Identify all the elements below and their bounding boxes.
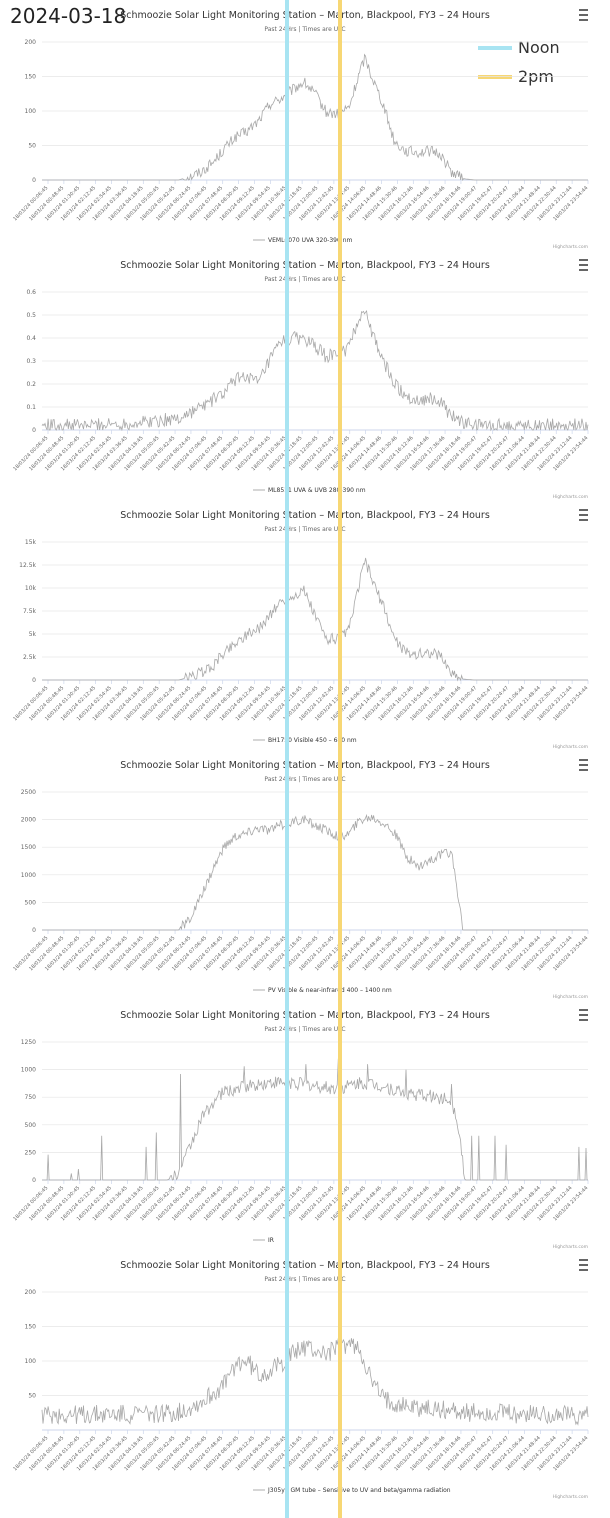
chart-svg: Schmoozie Solar Light Monitoring Station… <box>12 260 589 500</box>
y-tick-label: 150 <box>25 1324 37 1331</box>
y-tick-label: 750 <box>25 1094 37 1101</box>
y-tick-label: 0 <box>32 177 36 184</box>
chart-title: Schmoozie Solar Light Monitoring Station… <box>120 10 490 21</box>
chart-1: Schmoozie Solar Light Monitoring Station… <box>0 0 610 250</box>
series-line <box>42 1058 588 1181</box>
y-tick-label: 1000 <box>21 1067 36 1074</box>
y-tick-label: 200 <box>25 39 37 46</box>
y-tick-label: 500 <box>25 1122 37 1129</box>
series-legend-label: ML8511 UVA & UVB 280-390 nm <box>268 487 366 494</box>
noon-marker-line <box>285 0 289 1518</box>
y-tick-label: 50 <box>28 1393 36 1400</box>
y-tick-label: 0 <box>32 927 36 934</box>
y-tick-label: 150 <box>25 74 37 81</box>
y-tick-label: 0 <box>32 1177 36 1184</box>
y-tick-label: 12.5k <box>19 562 36 569</box>
y-tick-label: 200 <box>25 1289 37 1296</box>
chart-3: Schmoozie Solar Light Monitoring Station… <box>0 500 610 750</box>
chart-6: Schmoozie Solar Light Monitoring Station… <box>0 1250 610 1500</box>
chart-svg: Schmoozie Solar Light Monitoring Station… <box>12 760 589 1000</box>
legend-noon: Noon <box>478 38 560 57</box>
y-tick-label: 100 <box>25 108 37 115</box>
y-tick-label: 100 <box>25 1358 37 1365</box>
chart-subtitle: Past 24Hrs | Times are UTC <box>264 1276 345 1283</box>
chart-5: Schmoozie Solar Light Monitoring Station… <box>0 1000 610 1250</box>
series-line <box>42 813 588 931</box>
series-legend-label: VEML6070 UVA 320-390 nm <box>268 237 352 244</box>
chart-subtitle: Past 24Hrs | Times are UTC <box>264 776 345 783</box>
chart-menu-icon[interactable] <box>579 509 588 521</box>
y-tick-label: 2.5k <box>23 654 37 661</box>
y-tick-label: 0.6 <box>26 289 36 296</box>
legend-noon-label: Noon <box>518 38 560 57</box>
y-tick-label: 1250 <box>21 1039 36 1046</box>
chart-title: Schmoozie Solar Light Monitoring Station… <box>120 1010 490 1021</box>
y-tick-label: 500 <box>25 899 37 906</box>
y-tick-label: 0.3 <box>26 358 36 365</box>
credits-label: Highcharts.com <box>553 744 588 750</box>
chart-menu-icon[interactable] <box>579 259 588 271</box>
series-legend-label: IR <box>268 1237 274 1244</box>
series-legend-label: J305yb GM tube – Sensitive to UV and bet… <box>267 1487 451 1494</box>
series-line <box>42 53 588 181</box>
y-tick-label: 2500 <box>21 789 36 796</box>
y-tick-label: 0.4 <box>26 335 36 342</box>
y-tick-label: 0 <box>32 427 36 434</box>
y-tick-label: 7.5k <box>23 608 37 615</box>
credits-label: Highcharts.com <box>553 494 588 500</box>
chart-menu-icon[interactable] <box>579 9 588 21</box>
y-tick-label: 5k <box>29 631 37 638</box>
chart-subtitle: Past 24Hrs | Times are UTC <box>264 1026 345 1033</box>
series-line <box>41 310 589 432</box>
y-tick-label: 10k <box>25 585 37 592</box>
credits-label: Highcharts.com <box>553 1244 588 1250</box>
chart-title: Schmoozie Solar Light Monitoring Station… <box>120 260 490 271</box>
chart-subtitle: Past 24Hrs | Times are UTC <box>264 276 345 283</box>
series-line <box>41 1337 589 1426</box>
y-tick-label: 0.5 <box>26 312 36 319</box>
series-legend-label: BH1750 Visible 450 – 680 nm <box>268 737 357 744</box>
2pm-marker-line <box>338 0 342 1518</box>
chart-4: Schmoozie Solar Light Monitoring Station… <box>0 750 610 1000</box>
y-tick-label: 2000 <box>21 817 36 824</box>
chart-title: Schmoozie Solar Light Monitoring Station… <box>120 1260 490 1271</box>
chart-svg: Schmoozie Solar Light Monitoring Station… <box>12 1260 589 1500</box>
chart-svg: Schmoozie Solar Light Monitoring Station… <box>12 1010 589 1250</box>
y-tick-label: 0.2 <box>26 381 36 388</box>
y-tick-label: 1500 <box>21 844 36 851</box>
y-tick-label: 0 <box>32 677 36 684</box>
legend-noon-swatch <box>478 45 512 50</box>
chart-2: Schmoozie Solar Light Monitoring Station… <box>0 250 610 500</box>
series-legend-label: PV Visible & near-infrared 400 – 1400 nm <box>268 987 392 994</box>
chart-menu-icon[interactable] <box>579 1259 588 1271</box>
y-tick-label: 15k <box>25 539 37 546</box>
chart-svg: Schmoozie Solar Light Monitoring Station… <box>12 10 589 250</box>
credits-label: Highcharts.com <box>553 244 588 250</box>
y-tick-label: 50 <box>28 143 36 150</box>
chart-title: Schmoozie Solar Light Monitoring Station… <box>120 510 490 521</box>
date-label: 2024-03-18 <box>10 4 127 28</box>
chart-subtitle: Past 24Hrs | Times are UTC <box>264 26 345 33</box>
credits-label: Highcharts.com <box>553 994 588 1000</box>
chart-subtitle: Past 24Hrs | Times are UTC <box>264 526 345 533</box>
y-tick-label: 250 <box>25 1149 37 1156</box>
chart-menu-icon[interactable] <box>579 759 588 771</box>
chart-title: Schmoozie Solar Light Monitoring Station… <box>120 760 490 771</box>
y-tick-label: 1000 <box>21 872 36 879</box>
series-line <box>42 557 588 682</box>
chart-menu-icon[interactable] <box>579 1009 588 1021</box>
chart-svg: Schmoozie Solar Light Monitoring Station… <box>12 510 589 750</box>
y-tick-label: 0.1 <box>26 404 36 411</box>
credits-label: Highcharts.com <box>553 1494 588 1500</box>
